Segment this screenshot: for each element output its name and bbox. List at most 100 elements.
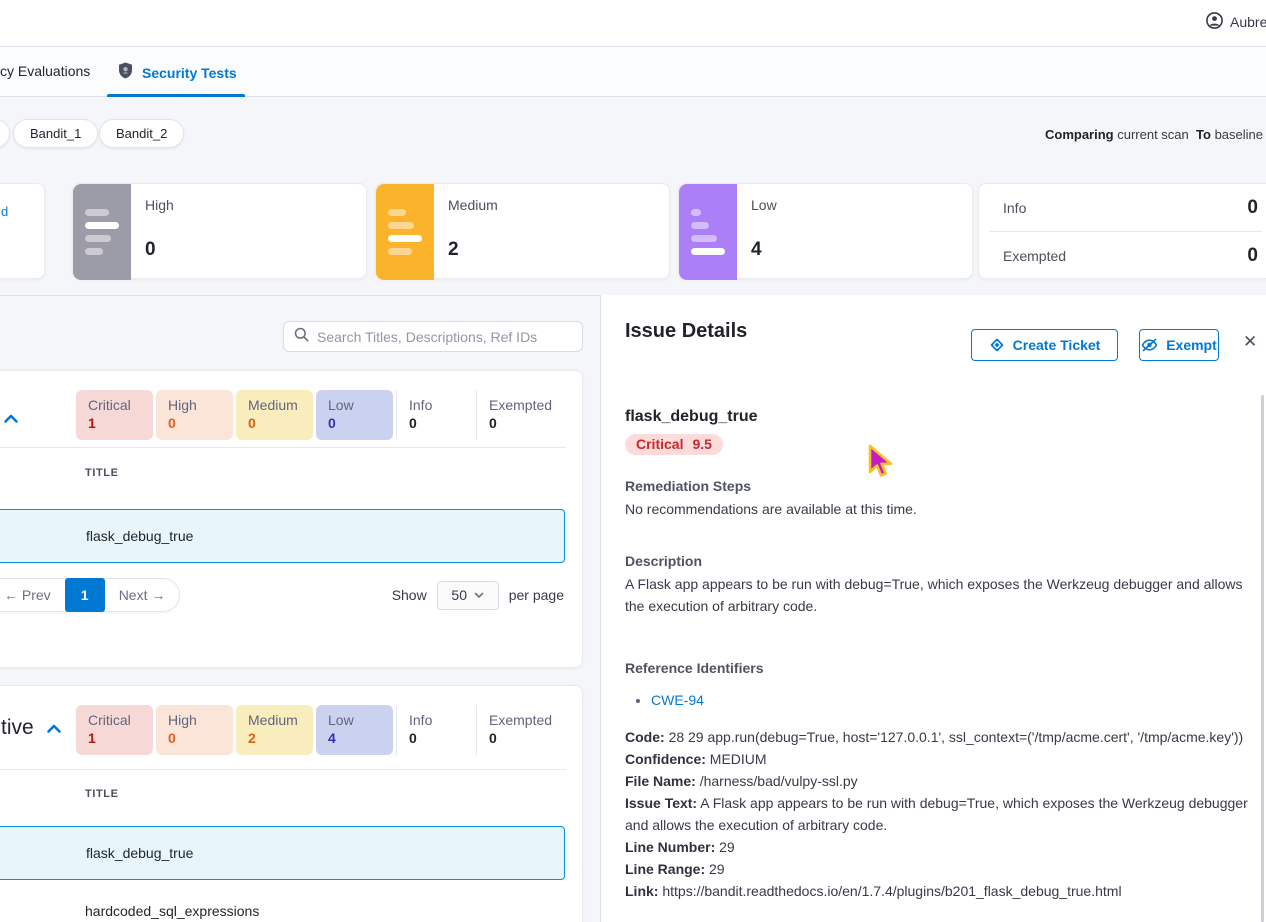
chip-exempted[interactable]: Exempted 0 [476,705,553,755]
chip-info[interactable]: Info 0 [396,390,473,440]
section-2-divider [0,769,566,770]
pagination-next-button[interactable]: Next → [118,587,166,603]
close-details-button[interactable]: ✕ [1243,332,1258,351]
chip-critical[interactable]: Critical 1 [76,705,153,755]
description-heading: Description [625,553,703,569]
cwe-94-link[interactable]: CWE-94 [651,692,704,708]
info-row: Info 0 [1003,184,1258,231]
scan-pill-fragment[interactable] [0,119,10,148]
section-2-severity-chips: Critical 1 High 0 Medium 2 Low 4 Info 0 … [76,705,556,755]
chip-high[interactable]: High 0 [156,390,233,440]
user-avatar-icon [1206,12,1223,32]
exempted-count: 0 [1247,244,1258,266]
per-page-label: per page [508,587,564,603]
medium-severity-meter-icon [376,184,434,280]
medium-card-label: Medium [448,197,498,213]
eye-off-icon [1141,338,1158,352]
page-size-control: Show 50 per page [392,578,564,612]
tab-security-tests-label: Security Tests [142,65,237,81]
issue-details-panel: Issue Details Create Ticket Exempt ✕ fla… [600,295,1266,922]
summary-card-high: High 0 [72,183,367,280]
tab-security-tests[interactable]: Security Tests [118,62,237,84]
issue-row-flask-debug-true[interactable]: flask_debug_true [0,826,565,880]
issue-details-body: flask_debug_true Critical 9.5 Remediatio… [625,408,1257,902]
summary-card-low: Low 4 [678,183,973,280]
issue-fields: Code: 28 29 app.run(debug=True, host='12… [625,726,1257,902]
reference-item: CWE-94 [651,689,1257,711]
high-card-label: High [145,197,174,213]
search-icon [294,327,309,347]
chip-high[interactable]: High 0 [156,705,233,755]
high-card-count: 0 [145,239,156,260]
chip-info[interactable]: Info 0 [396,705,473,755]
remediation-heading: Remediation Steps [625,478,752,494]
remediation-text: No recommendations are available at this… [625,501,917,517]
scan-pill-bandit-1[interactable]: Bandit_1 [13,119,99,148]
issue-details-heading: Issue Details [625,320,748,342]
summary-card-medium: Medium 2 [375,183,670,280]
create-ticket-button[interactable]: Create Ticket [971,329,1118,361]
section-1-severity-chips: Critical 1 High 0 Medium 0 Low 0 Info 0 … [76,390,556,440]
user-name: Aubre [1230,14,1266,30]
top-bar: Aubre [0,0,1266,47]
scan-pill-bandit-2[interactable]: Bandit_2 [99,119,185,148]
issue-section-2: tive Critical 1 High 0 Medium 2 Low 4 In… [0,685,583,922]
info-exempted-divider [989,231,1262,232]
comparing-baseline-text: Comparing current scan To baseline [1044,127,1263,142]
low-card-label: Low [751,197,777,213]
section-2-title-fragment: tive [1,716,34,739]
chip-low[interactable]: Low 4 [316,705,393,755]
field-line-number: Line Number: 29 [625,839,735,855]
chip-medium[interactable]: Medium 2 [236,705,313,755]
info-label: Info [1003,199,1027,216]
active-tab-underline [107,94,245,97]
tab-bar: cy Evaluations Security Tests [0,47,1266,97]
chip-exempted[interactable]: Exempted 0 [476,390,553,440]
chevron-down-icon [474,592,484,598]
pagination-prev-button[interactable]: ← Prev [4,587,51,603]
issue-search [283,321,583,352]
field-confidence: Confidence: MEDIUM [625,751,767,767]
field-file-name: File Name: /harness/bad/vulpy-ssl.py [625,773,858,789]
summary-card-fragment: d [0,183,45,279]
high-severity-meter-icon [73,184,131,280]
low-severity-meter-icon [679,184,737,280]
tab-policy-evaluations[interactable]: cy Evaluations [0,63,91,79]
section-2-header[interactable]: tive [1,716,62,740]
show-label: Show [391,587,427,603]
section-1-divider [0,447,566,448]
chip-medium[interactable]: Medium 0 [236,390,313,440]
issue-title: flask_debug_true [625,408,758,425]
exempted-row: Exempted 0 [1003,232,1258,279]
user-menu[interactable]: Aubre [1206,12,1266,32]
section-2-collapse-chevron-icon [46,724,61,733]
field-issue-text: Issue Text: A Flask app appears to be ru… [625,795,1248,833]
title-column-header: TITLE [85,788,119,800]
field-code: Code: 28 29 app.run(debug=True, host='12… [625,729,1244,745]
shield-icon [118,62,133,84]
chip-critical[interactable]: Critical 1 [76,390,153,440]
pagination-page-1-button[interactable]: 1 [64,578,105,612]
reference-identifiers-heading: Reference Identifiers [625,660,764,676]
field-line-range: Line Range: 29 [625,861,725,877]
issue-row-hardcoded-sql-expressions[interactable]: hardcoded_sql_expressions [85,903,260,919]
summary-card-info-exempted: Info 0 Exempted 0 [978,183,1266,279]
chip-low[interactable]: Low 0 [316,390,393,440]
issue-row-flask-debug-true[interactable]: flask_debug_true [0,509,565,563]
page-size-select[interactable]: 50 [436,580,499,610]
low-card-count: 4 [751,239,762,260]
pagination: ← Prev 1 Next → [0,578,181,612]
info-count: 0 [1247,196,1258,218]
medium-card-count: 2 [448,239,459,260]
exempted-label: Exempted [1003,247,1067,264]
section-1-collapse-chevron-icon[interactable] [3,411,19,429]
details-scrollbar[interactable] [1261,395,1264,922]
fragment-link[interactable]: d [1,204,9,219]
search-input[interactable] [317,328,572,345]
title-column-header: TITLE [85,467,119,479]
issue-section-1: Critical 1 High 0 Medium 0 Low 0 Info 0 … [0,370,583,668]
severity-badge: Critical 9.5 [625,434,723,455]
description-text: A Flask app appears to be run with debug… [625,576,1243,614]
exempt-button[interactable]: Exempt [1139,329,1219,361]
